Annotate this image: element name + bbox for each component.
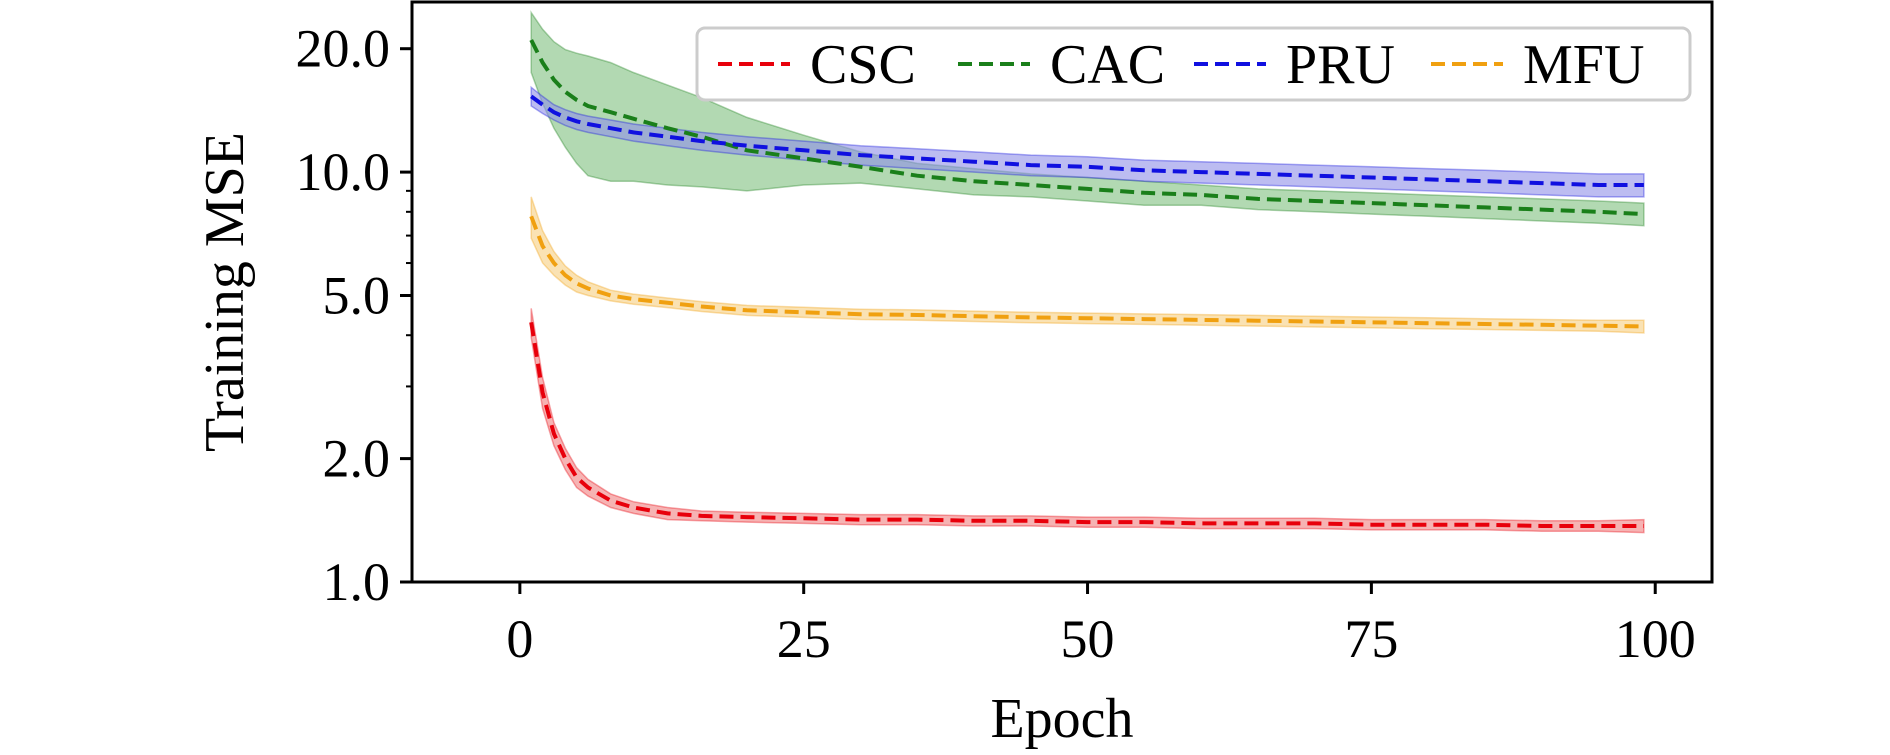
band-pru: [530, 85, 1645, 198]
x-tick-label: 50: [1061, 609, 1115, 669]
y-tick-label: 20.0: [296, 19, 391, 79]
x-tick-label: 100: [1615, 609, 1696, 669]
series-lines: [529, 39, 1645, 528]
x-tick-label: 25: [777, 609, 831, 669]
y-tick-label: 10.0: [296, 142, 391, 202]
x-axis-label: Epoch: [990, 688, 1133, 750]
legend: CSC CAC PRU MFU: [695, 26, 1692, 102]
line-mfu: [529, 215, 1644, 329]
legend-label-csc: CSC: [810, 34, 916, 96]
y-tick-label: 2.0: [323, 429, 391, 489]
legend-box: [695, 26, 1692, 102]
legend-label-cac: CAC: [1050, 34, 1165, 96]
plot-frame: [410, 0, 1714, 584]
line-pru: [530, 94, 1644, 187]
legend-label-mfu: MFU: [1523, 34, 1644, 96]
x-axis-ticks: 0 25 50 75 100: [506, 582, 1696, 669]
x-tick-label: 75: [1344, 609, 1398, 669]
y-tick-label: 5.0: [323, 265, 391, 325]
band-mfu: [530, 196, 1645, 334]
legend-label-pru: PRU: [1286, 34, 1395, 96]
y-tick-label: 1.0: [323, 552, 391, 612]
band-csc: [530, 308, 1645, 534]
line-cac: [529, 39, 1645, 217]
line-csc: [529, 321, 1644, 528]
x-tick-label: 0: [506, 609, 533, 669]
y-axis-ticks: 1.0 2.0 5.0 10.0 20.0: [296, 19, 412, 612]
y-axis-label: Training MSE: [194, 132, 256, 452]
